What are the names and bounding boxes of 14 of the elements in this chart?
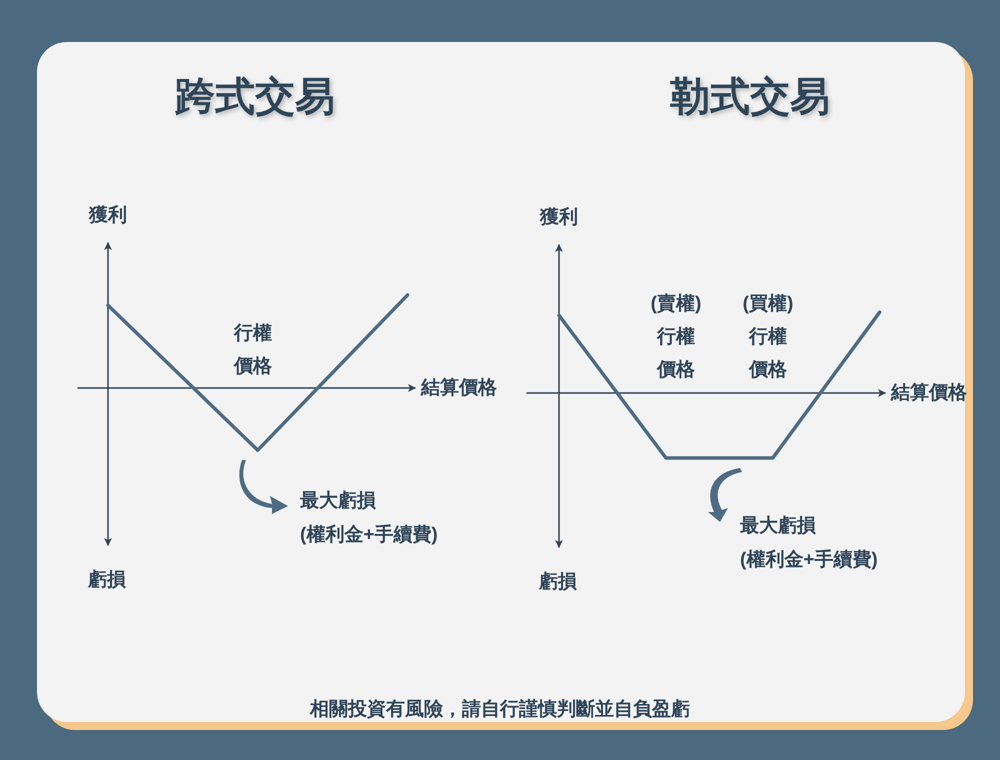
annotation: (買權)行權價格	[742, 294, 794, 380]
text: 最大虧損 (權利金+手續費)	[299, 490, 438, 546]
chart-title: 跨式交易	[174, 75, 335, 119]
text: 虧損	[87, 568, 126, 590]
annotation: (賣權)行權價格	[650, 292, 702, 380]
y-axis-title: 獲利	[88, 204, 127, 226]
text: 最大虧損 (權利金+手續費)	[739, 514, 878, 570]
text: 相關投資有風險，請自行謹慎判斷並自負盈虧	[308, 697, 691, 722]
y-axis-title: 獲利	[539, 206, 578, 228]
x-axis-title: 結算價格	[890, 382, 968, 404]
text: 虧損	[538, 570, 577, 592]
x-axis-title: 結算價格	[420, 377, 498, 398]
annotation: 行權價格	[233, 323, 273, 377]
chart-title: 勒式交易	[670, 75, 830, 119]
